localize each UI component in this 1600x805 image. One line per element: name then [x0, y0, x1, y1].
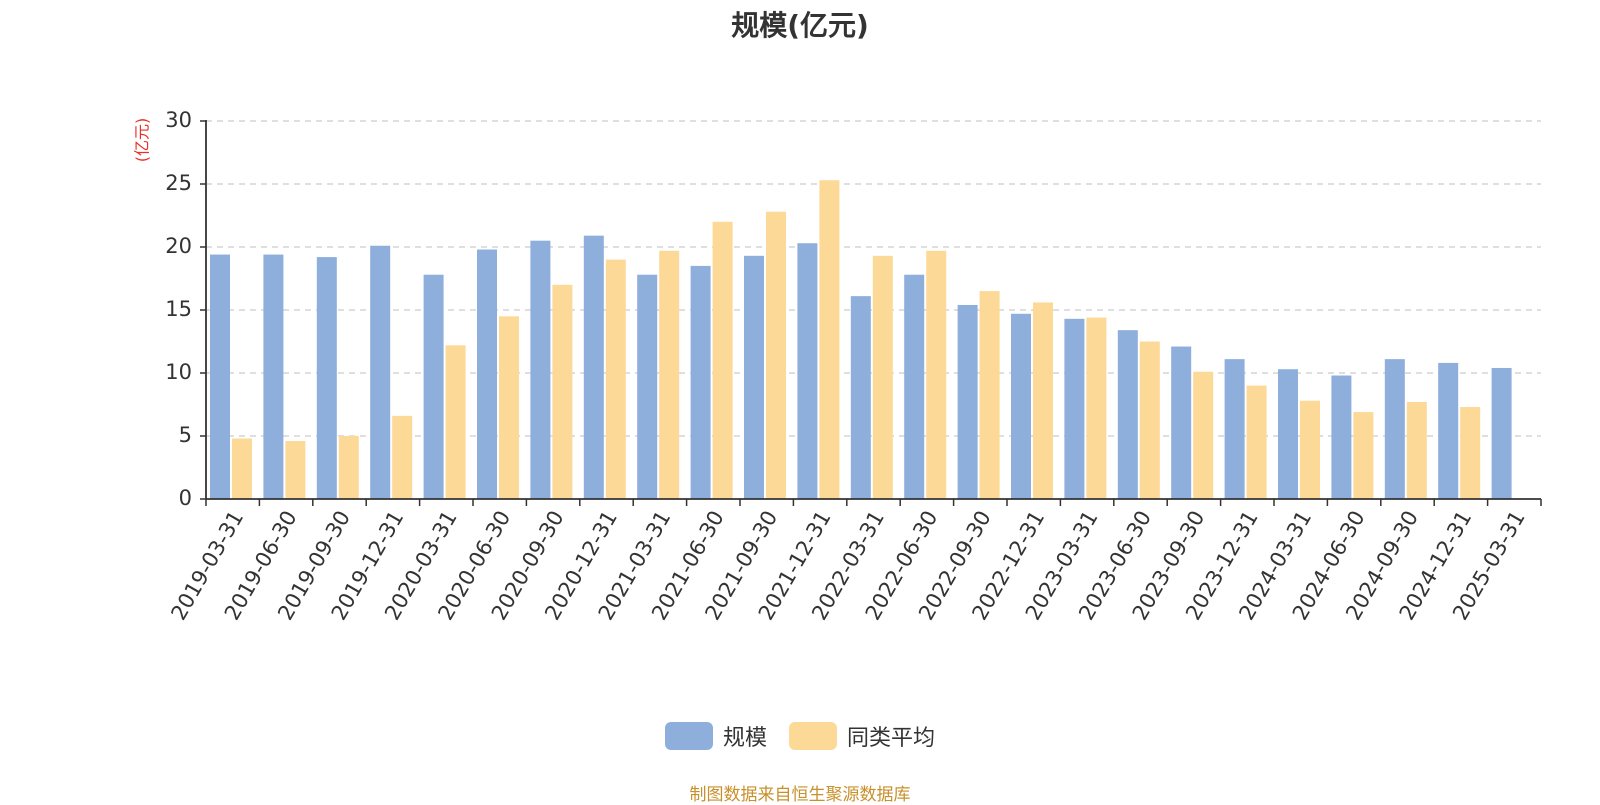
bar-peer-average — [1460, 407, 1481, 499]
bar-scale — [744, 255, 764, 499]
bar-scale — [1331, 375, 1352, 499]
bar-scale — [904, 274, 925, 499]
legend-label-peer-average: 同类平均 — [847, 726, 936, 751]
bar-scale — [1438, 362, 1459, 499]
bar-scale — [637, 274, 658, 499]
bar-scale — [316, 257, 337, 499]
legend-item-peer-average[interactable]: 同类平均 — [789, 720, 935, 752]
bar-peer-average — [766, 211, 786, 499]
bar-scale — [690, 265, 711, 499]
bar-scale — [423, 274, 444, 499]
bar-peer-average — [1300, 400, 1320, 499]
bar-scale — [1384, 359, 1405, 499]
y-tick-label: 5 — [179, 423, 192, 447]
bar-peer-average — [552, 284, 573, 499]
bar-peer-average — [392, 415, 413, 499]
bar-scale — [1011, 313, 1031, 499]
bar-peer-average — [1086, 317, 1107, 499]
bar-peer-average — [338, 436, 359, 499]
bar-peer-average — [1193, 371, 1214, 499]
y-axis-unit-label: (亿元) — [133, 118, 152, 162]
bar-peer-average — [605, 259, 626, 499]
bar-scale — [1491, 367, 1512, 499]
bar-peer-average — [1353, 412, 1374, 499]
bar-peer-average — [1139, 341, 1160, 499]
bar-scale — [263, 254, 284, 499]
data-source-note: 制图数据来自恒生聚源数据库 — [689, 785, 911, 805]
legend-swatch-scale — [664, 722, 713, 750]
bar-chart: 0510152025302019-03-312019-06-302019-09-… — [165, 108, 1542, 624]
bar-peer-average — [659, 250, 680, 499]
bar-peer-average — [499, 316, 519, 499]
bar-peer-average — [1033, 302, 1053, 499]
y-tick-label: 20 — [165, 234, 192, 258]
bar-scale — [1224, 359, 1245, 499]
y-tick-label: 10 — [165, 360, 192, 384]
bar-scale — [530, 240, 551, 499]
y-tick-label: 30 — [165, 108, 192, 132]
y-tick-label: 25 — [165, 171, 192, 195]
bar-peer-average — [285, 441, 306, 499]
legend-swatch-peer-average — [789, 722, 837, 750]
bar-peer-average — [979, 291, 1000, 499]
legend-label-scale: 规模 — [722, 726, 767, 751]
bar-scale — [477, 249, 497, 499]
bar-scale — [1064, 318, 1085, 499]
chart-title: 规模(亿元) — [731, 9, 869, 42]
legend-item-scale[interactable]: 规模 — [664, 720, 767, 752]
bar-scale — [850, 296, 871, 499]
bar-scale — [797, 243, 818, 499]
y-tick-label: 15 — [165, 297, 192, 321]
bar-scale — [210, 254, 230, 499]
bar-scale — [1117, 330, 1138, 499]
bar-peer-average — [819, 180, 840, 499]
y-tick-label: 0 — [179, 486, 192, 510]
bar-peer-average — [872, 255, 893, 499]
bar-peer-average — [445, 345, 466, 499]
bar-peer-average — [1406, 401, 1427, 499]
bar-peer-average — [1246, 385, 1267, 499]
bar-peer-average — [232, 438, 252, 499]
bar-scale — [370, 245, 391, 499]
bar-scale — [1278, 369, 1298, 499]
bar-peer-average — [926, 250, 947, 499]
bar-peer-average — [712, 221, 733, 500]
bar-scale — [957, 304, 978, 499]
y-axis-unit-text: (亿元) — [133, 118, 152, 162]
legend: 规模 同类平均 — [0, 720, 1600, 752]
bar-scale — [1171, 346, 1192, 499]
bar-scale — [583, 235, 604, 499]
